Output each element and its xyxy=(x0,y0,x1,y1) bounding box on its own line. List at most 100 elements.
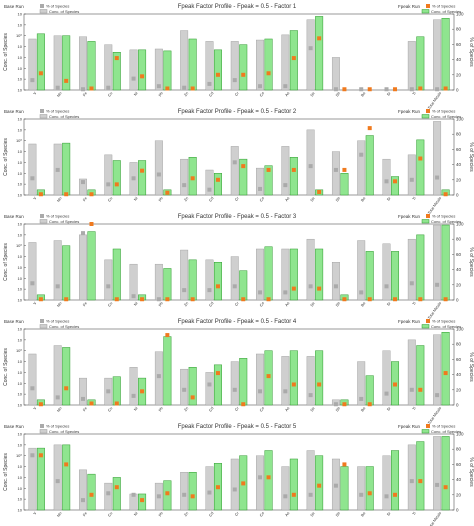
y-tick-label: 10⁰ xyxy=(16,138,22,143)
marker-base-pct-as xyxy=(283,494,288,499)
y-tick-label: 10 xyxy=(18,442,23,447)
legend-fpeak-title: Fpeak Run xyxy=(398,424,421,429)
marker-base-pct-ti xyxy=(409,479,414,484)
marker-base-pct-mn xyxy=(55,85,60,90)
bar-fpeak-ba xyxy=(365,466,374,511)
bar-base-sr xyxy=(382,455,391,511)
bar-base-pb xyxy=(154,263,163,301)
marker-fpeak-pct-co xyxy=(266,297,271,302)
marker-fpeak-pct-se xyxy=(317,382,322,387)
bar-base-co xyxy=(256,248,264,301)
legend-fpeak-pct-marker xyxy=(426,4,430,8)
marker-fpeak-pct-v xyxy=(38,402,43,407)
marker-base-pct-v xyxy=(30,176,35,181)
marker-base-pct-sr xyxy=(384,87,389,92)
marker-base-pct-zn xyxy=(182,492,187,497)
bar-fpeak-ba xyxy=(365,135,374,196)
bar-base-zn xyxy=(180,30,189,91)
y2-axis-label: % of Species xyxy=(468,352,474,382)
bar-fpeak-se xyxy=(315,455,324,511)
marker-base-pct-total-metals xyxy=(435,175,440,180)
legend-base-title: Base Run xyxy=(4,109,24,114)
y-tick-label: 10 xyxy=(18,381,23,386)
legend-fpeak-pct-marker xyxy=(426,214,430,218)
x-tick-label: Ti xyxy=(412,511,417,516)
bar-base-cr xyxy=(230,146,239,196)
marker-base-pct-total-metals xyxy=(435,87,440,92)
x-tick-label: As xyxy=(285,406,291,412)
x-tick-label: Cu xyxy=(107,91,113,97)
legend-base-conc-marker xyxy=(39,324,48,329)
y-tick-label: 10 xyxy=(18,464,23,469)
marker-fpeak-pct-zn xyxy=(190,297,195,302)
x-tick-label: Total Metals xyxy=(427,196,442,215)
bar-fpeak-cu xyxy=(112,376,121,406)
marker-base-pct-cr xyxy=(232,284,237,289)
y2-tick-label: 0 xyxy=(456,193,459,198)
x-tick-label: Sb xyxy=(335,196,341,202)
marker-base-pct-ti xyxy=(409,281,414,286)
marker-fpeak-pct-zn xyxy=(190,86,195,91)
bar-base-cd xyxy=(205,41,214,91)
bar-base-fe xyxy=(79,36,87,91)
marker-fpeak-pct-co xyxy=(266,374,271,379)
bar-fpeak-co xyxy=(264,165,273,196)
y-tick-label: 10 xyxy=(18,392,23,397)
marker-base-pct-pb xyxy=(156,297,161,302)
bar-fpeak-mn xyxy=(62,347,71,406)
y-tick-label: 10⁰ xyxy=(16,33,22,38)
bar-base-mn xyxy=(53,240,62,301)
x-tick-label: Ti xyxy=(412,406,417,411)
x-tick-label: Ni xyxy=(133,196,138,201)
legend-base-conc-label: Conc. of Species xyxy=(49,114,79,119)
marker-fpeak-pct-se xyxy=(317,189,322,194)
legend-base-conc-label: Conc. of Species xyxy=(49,9,79,14)
bar-base-ti xyxy=(407,339,416,406)
legend-base-conc-label: Conc. of Species xyxy=(49,219,79,224)
marker-base-pct-co xyxy=(258,84,263,89)
bar-base-cr xyxy=(230,361,239,406)
bar-fpeak-cd xyxy=(213,173,222,196)
bar-fpeak-cu xyxy=(112,477,121,511)
legend-fpeak-pct-marker xyxy=(426,319,430,323)
x-tick-label: Se xyxy=(310,301,316,307)
y2-tick-label: 60 xyxy=(456,147,462,152)
marker-fpeak-pct-se xyxy=(317,286,322,291)
marker-base-pct-cr xyxy=(232,387,237,392)
x-tick-label: Cu xyxy=(107,511,113,517)
y2-tick-label: 80 xyxy=(456,342,462,347)
bar-fpeak-ti xyxy=(416,441,425,511)
bar-fpeak-sr xyxy=(391,176,400,196)
y2-tick-label: 100 xyxy=(456,222,464,227)
bar-fpeak-cd xyxy=(213,261,222,301)
y-tick-label: 10 xyxy=(18,182,23,187)
bar-fpeak-zn xyxy=(188,366,197,406)
marker-fpeak-pct-pb xyxy=(165,86,170,91)
legend-base-pct-marker xyxy=(40,319,44,323)
marker-base-pct-v xyxy=(30,386,35,391)
marker-fpeak-pct-cr xyxy=(241,481,246,486)
legend-base-pct-label: % of Species xyxy=(46,109,69,114)
y-axis-label: Conc. of Species xyxy=(3,348,9,386)
bar-base-ni xyxy=(129,263,138,301)
x-tick-label: Fe xyxy=(82,91,88,97)
bar-base-se xyxy=(306,238,315,301)
y2-tick-label: 80 xyxy=(456,237,462,242)
marker-fpeak-pct-total-metals xyxy=(443,371,448,376)
marker-base-pct-total-metals xyxy=(435,482,440,487)
bar-fpeak-cu xyxy=(112,51,121,91)
marker-fpeak-pct-ti xyxy=(418,156,423,161)
bar-base-se xyxy=(306,19,315,91)
marker-fpeak-pct-sr xyxy=(393,492,398,497)
marker-fpeak-pct-total-metals xyxy=(443,485,448,490)
y-tick-label: 10 xyxy=(18,222,23,227)
marker-fpeak-pct-v xyxy=(38,192,43,197)
x-tick-label: Cu xyxy=(107,301,113,307)
bar-fpeak-cu xyxy=(112,248,121,301)
legend-base-pct-label: % of Species xyxy=(46,319,69,324)
x-tick-label: Zn xyxy=(183,511,189,517)
marker-base-pct-mn xyxy=(55,395,60,400)
